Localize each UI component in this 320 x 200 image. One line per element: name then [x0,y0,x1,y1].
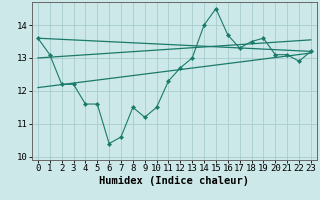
X-axis label: Humidex (Indice chaleur): Humidex (Indice chaleur) [100,176,249,186]
